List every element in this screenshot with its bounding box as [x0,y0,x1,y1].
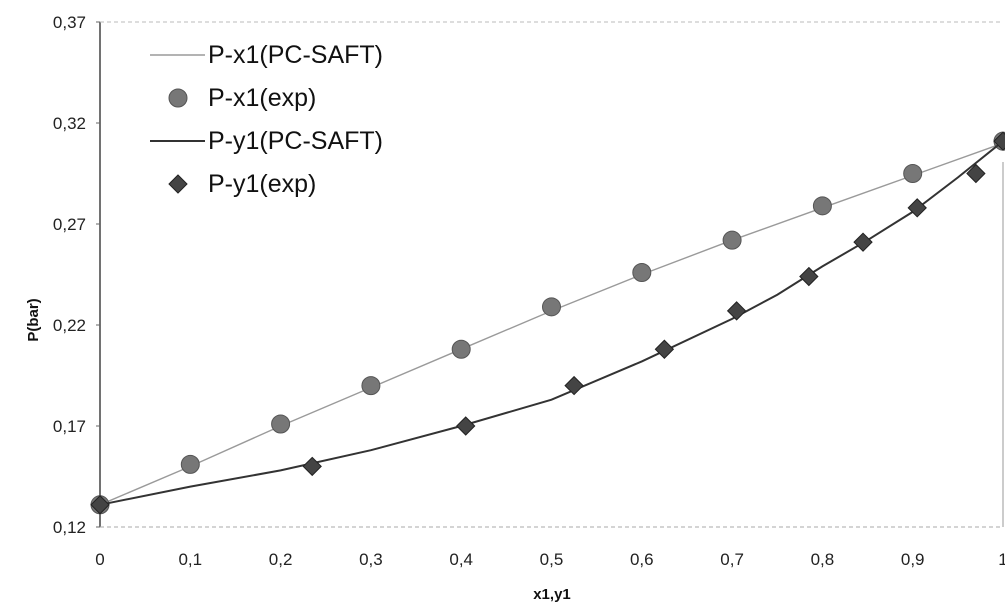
series-line-p-y1-pc-saft [99,140,1004,506]
data-point-p-y1-exp [726,301,747,321]
y-tick-label: 0,22 [53,316,86,335]
data-point-p-y1-exp [654,339,675,359]
x-tick-label: 1 [998,550,1005,569]
data-point-p-x1-exp [361,376,381,396]
legend-swatch-p-x1-exp [168,88,188,108]
legend-label-p-y1-exp: P-y1(exp) [208,170,316,198]
x-tick-label: 0,6 [630,550,654,569]
x-tick-label: 0,1 [178,550,202,569]
series-layer [90,131,1005,515]
data-point-p-y1-exp [456,416,476,436]
y-tick-label: 0,17 [53,417,86,436]
data-point-p-y1-exp [564,375,584,396]
legend-swatch-p-y1-exp [168,174,188,194]
data-point-p-y1-exp [799,266,819,287]
x-axis-title: x1,y1 [533,586,571,603]
data-point-p-y1-exp [302,456,322,477]
data-point-p-x1-exp [722,230,742,250]
legend-layer: P-x1(PC-SAFT) P-x1(exp) P-y1(PC-SAFT) P-y1(… [150,41,383,198]
data-point-p-y1-exp [90,495,110,515]
axes-layer: 0,12 0,17 0,22 0,27 0,32 0,37 0 0,1 0,2 0,3 0,4 0,5… [53,13,1005,569]
legend-label-p-y1-pc-saft: P-y1(PC-SAFT) [208,127,383,155]
data-point-p-y1-exp [853,232,873,252]
y-tick-label: 0,37 [53,13,86,32]
x-tick-label: 0,8 [811,550,835,569]
x-tick-label: 0,4 [449,550,473,569]
data-point-p-x1-exp [542,297,561,317]
y-axis-title: P(bar) [25,298,42,341]
data-point-p-x1-exp [632,262,652,282]
x-tick-label: 0,2 [269,550,293,569]
data-point-p-y1-exp [966,163,986,184]
x-tick-label: 0,5 [540,550,564,569]
data-point-p-x1-exp [271,414,291,434]
data-point-p-x1-exp [451,339,471,359]
data-point-p-x1-exp [903,164,923,183]
x-tick-label: 0,7 [720,550,744,569]
legend-label-p-x1-exp: P-x1(exp) [208,84,316,112]
y-tick-label: 0,12 [53,518,86,537]
data-point-p-y1-exp [907,198,927,218]
data-point-p-x1-exp [180,454,200,474]
data-point-p-x1-exp [812,196,832,216]
legend-label-p-x1-pc-saft: P-x1(PC-SAFT) [208,41,383,69]
x-tick-label: 0 [95,550,104,569]
x-tick-label: 0,9 [901,550,925,569]
x-tick-label: 0,3 [359,550,383,569]
y-tick-label: 0,32 [53,114,86,133]
data-point-p-y1-exp [993,131,1005,151]
y-tick-label: 0,27 [53,215,86,234]
